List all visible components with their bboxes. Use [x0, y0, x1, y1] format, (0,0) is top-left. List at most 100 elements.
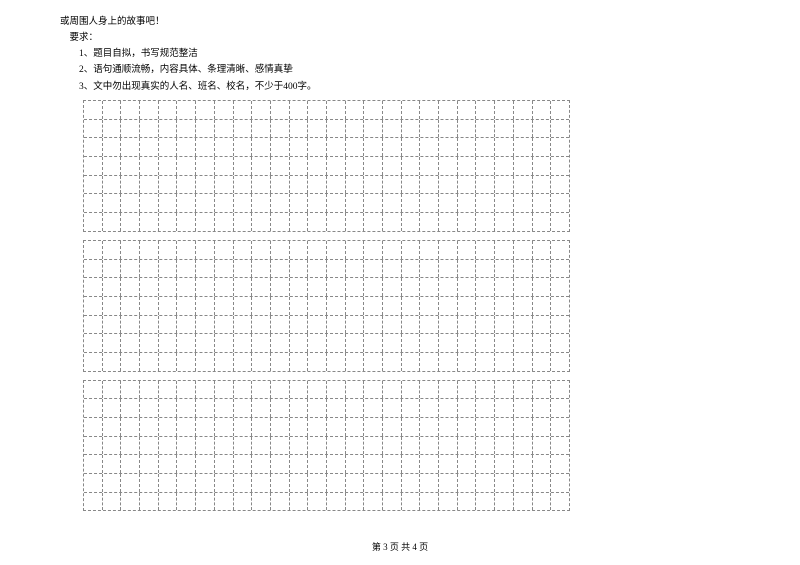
writing-grid-row	[84, 137, 569, 156]
writing-grid-cell	[532, 381, 551, 399]
requirements-heading: 要求：	[60, 30, 317, 46]
writing-grid-cell	[176, 381, 195, 399]
writing-grid-cell	[289, 260, 308, 278]
writing-grid-cell	[214, 399, 233, 417]
writing-grid-cell	[139, 278, 158, 296]
writing-grid-cell	[84, 194, 102, 212]
writing-grid-cell	[158, 176, 177, 194]
writing-grid-cell	[345, 138, 364, 156]
writing-grid-cell	[438, 157, 457, 175]
writing-grid-cell	[84, 418, 102, 436]
writing-grid-cell	[214, 120, 233, 138]
writing-grid-cell	[102, 297, 121, 315]
writing-grid-cell	[84, 353, 102, 371]
writing-grid-cell	[289, 138, 308, 156]
writing-grid-cell	[363, 399, 382, 417]
writing-grid-cell	[419, 297, 438, 315]
writing-grid-cell	[270, 213, 289, 231]
writing-grid-cell	[102, 493, 121, 511]
writing-grid-cell	[419, 101, 438, 119]
writing-grid-cell	[345, 213, 364, 231]
writing-grid-cell	[438, 194, 457, 212]
writing-grid-cell	[475, 334, 494, 352]
writing-grid-cell	[326, 176, 345, 194]
writing-grid-cell	[438, 334, 457, 352]
writing-grid-cell	[475, 120, 494, 138]
writing-grid-cell	[195, 381, 214, 399]
writing-grid-cell	[382, 157, 401, 175]
writing-grid-cell	[532, 176, 551, 194]
writing-grid-cell	[233, 157, 252, 175]
writing-grid-cell	[139, 381, 158, 399]
writing-grid-cell	[139, 297, 158, 315]
writing-grid-cell	[307, 260, 326, 278]
writing-grid-cell	[532, 157, 551, 175]
writing-grid-cell	[120, 437, 139, 455]
writing-grid-cell	[251, 437, 270, 455]
writing-grid-cell	[139, 213, 158, 231]
writing-grid-cell	[438, 120, 457, 138]
writing-grid-cell	[401, 316, 420, 334]
writing-grid-cell	[532, 241, 551, 259]
writing-grid-cell	[176, 399, 195, 417]
writing-grid-cell	[550, 399, 569, 417]
writing-grid-cell	[438, 138, 457, 156]
writing-grid-cell	[550, 316, 569, 334]
writing-grid-cell	[84, 474, 102, 492]
writing-grid-cell	[401, 213, 420, 231]
writing-grid-cell	[289, 297, 308, 315]
writing-grid-row	[84, 241, 569, 259]
writing-grid-cell	[195, 353, 214, 371]
writing-grid-cell	[475, 493, 494, 511]
writing-grid-cell	[214, 334, 233, 352]
writing-grid-cell	[139, 353, 158, 371]
writing-grid-cell	[494, 241, 513, 259]
writing-grid-cell	[289, 399, 308, 417]
writing-grid-cell	[438, 297, 457, 315]
writing-grid-cell	[550, 157, 569, 175]
writing-grid-cell	[401, 278, 420, 296]
writing-grid-section	[83, 100, 570, 232]
writing-grid-cell	[513, 455, 532, 473]
writing-grid-cell	[382, 101, 401, 119]
writing-grid-cell	[307, 297, 326, 315]
writing-grid-cell	[251, 334, 270, 352]
writing-grid-cell	[120, 213, 139, 231]
writing-grid-cell	[438, 241, 457, 259]
prompt-line1: 或周围人身上的故事吧！	[60, 14, 317, 30]
writing-grid-cell	[120, 493, 139, 511]
writing-grid-cell	[345, 101, 364, 119]
writing-grid-cell	[326, 213, 345, 231]
writing-grid-cell	[550, 101, 569, 119]
writing-grid-cell	[289, 381, 308, 399]
writing-grid-cell	[139, 101, 158, 119]
writing-grid-cell	[532, 418, 551, 436]
writing-grid-cell	[401, 353, 420, 371]
writing-grid-cell	[233, 399, 252, 417]
writing-grid-cell	[550, 138, 569, 156]
writing-grid-row	[84, 473, 569, 492]
writing-grid-cell	[532, 297, 551, 315]
writing-grid-cell	[270, 157, 289, 175]
writing-grid-cell	[251, 399, 270, 417]
writing-grid-cell	[363, 260, 382, 278]
writing-grid-cell	[494, 353, 513, 371]
writing-grid-cell	[289, 334, 308, 352]
writing-grid-cell	[158, 260, 177, 278]
writing-grid-cell	[475, 474, 494, 492]
writing-grid-cell	[419, 138, 438, 156]
writing-grid-cell	[345, 474, 364, 492]
writing-grid-cell	[102, 334, 121, 352]
writing-grid-cell	[363, 437, 382, 455]
writing-grid-cell	[233, 334, 252, 352]
writing-grid-cell	[363, 418, 382, 436]
writing-grid-cell	[214, 353, 233, 371]
writing-grid-row	[84, 175, 569, 194]
writing-grid-cell	[345, 260, 364, 278]
writing-grid-cell	[401, 455, 420, 473]
writing-grid-cell	[251, 353, 270, 371]
writing-grid-cell	[513, 278, 532, 296]
writing-grid-cell	[120, 241, 139, 259]
writing-grid-cell	[494, 138, 513, 156]
writing-grid-cell	[214, 260, 233, 278]
